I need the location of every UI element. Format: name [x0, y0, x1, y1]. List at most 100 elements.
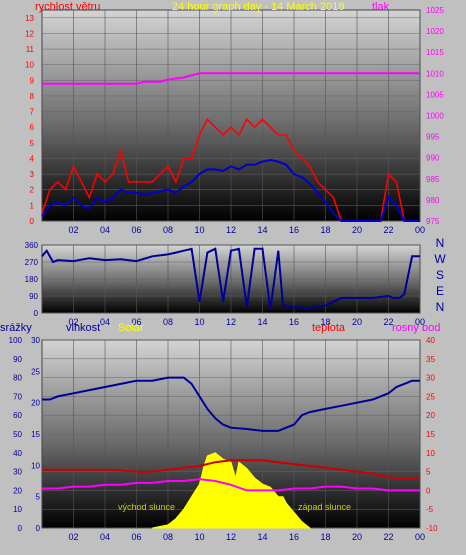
humidity-tick: 15 — [31, 430, 40, 439]
sunrise-annotation: východ slunce — [118, 502, 175, 512]
x-tick-label: 22 — [383, 532, 393, 542]
x-tick-label: 08 — [163, 225, 173, 235]
direction-tick: 90 — [29, 292, 38, 301]
x-tick-label: 04 — [100, 317, 110, 327]
x-tick-label: 22 — [383, 317, 393, 327]
x-tick-label: 06 — [131, 225, 141, 235]
compass-letter: W — [434, 252, 446, 266]
pressure-tick: 1005 — [426, 90, 444, 99]
sunset-annotation: západ slunce — [298, 502, 351, 512]
pressure-tick: 1000 — [426, 112, 444, 121]
humidity-tick: 30 — [31, 336, 40, 345]
rain-tick: 20 — [13, 486, 22, 495]
x-tick-label: 12 — [226, 317, 236, 327]
x-tick-label: 18 — [320, 317, 330, 327]
humidity-tick: 0 — [36, 524, 41, 533]
pressure-tick: 1020 — [426, 27, 444, 36]
temperature-tick: 35 — [426, 355, 435, 364]
pressure-tick: 980 — [426, 196, 440, 205]
humidity-tick: 5 — [36, 493, 41, 502]
dewpoint-axis-label: rosný bod — [392, 322, 440, 334]
temperature-tick: 20 — [426, 411, 435, 420]
direction-grid — [42, 244, 421, 314]
temperature-tick: 15 — [426, 430, 435, 439]
rain-tick: 100 — [9, 336, 23, 345]
x-tick-label: 00 — [415, 532, 425, 542]
wind-speed-tick: 12 — [25, 29, 34, 38]
x-tick-label: 22 — [383, 225, 393, 235]
rain-tick: 70 — [13, 392, 22, 401]
wind-speed-tick: 10 — [25, 61, 34, 70]
x-tick-label: 00 — [415, 225, 425, 235]
x-tick-label: 10 — [194, 317, 204, 327]
wind-speed-tick: 0 — [30, 217, 35, 226]
pressure-tick: 1015 — [426, 48, 444, 57]
rain-tick: 30 — [13, 468, 22, 477]
pressure-line — [42, 72, 420, 85]
temperature-tick: 5 — [426, 468, 431, 477]
compass-letter: N — [436, 300, 445, 314]
humidity-tick: 10 — [31, 461, 40, 470]
x-tick-label: 20 — [352, 532, 362, 542]
direction-tick: 180 — [25, 275, 39, 284]
rain-tick: 60 — [13, 411, 22, 420]
wind-speed-tick: 5 — [30, 139, 35, 148]
temperature-line — [42, 459, 421, 481]
wind-average-line — [41, 158, 420, 222]
pressure-tick: 990 — [426, 154, 440, 163]
x-tick-label: 18 — [320, 532, 330, 542]
direction-tick: 270 — [25, 258, 39, 267]
x-tick-label: 06 — [131, 317, 141, 327]
wind-speed-tick: 9 — [30, 76, 35, 85]
compass-letter: S — [436, 268, 444, 282]
rain-tick: 0 — [18, 524, 23, 533]
x-tick-label: 10 — [194, 532, 204, 542]
humidity-line — [42, 376, 420, 432]
compass-letter: N — [436, 236, 445, 250]
humidity-axis-label: vlhkost — [66, 322, 100, 334]
x-tick-label: 02 — [68, 225, 78, 235]
temperature-tick: -5 — [426, 505, 434, 514]
x-tick-label: 20 — [352, 317, 362, 327]
wind-speed-axis-label: rychlost větru — [35, 1, 100, 13]
direction-tick-labels: 0 90 180 270 360 — [25, 241, 39, 318]
dewpoint-line — [42, 478, 420, 492]
x-tick-label: 00 — [415, 317, 425, 327]
x-tick-label: 18 — [320, 225, 330, 235]
humidity-tick: 20 — [31, 399, 40, 408]
x-tick-label: 06 — [131, 532, 141, 542]
wind-direction-line — [41, 247, 420, 310]
x-tick-label: 12 — [226, 532, 236, 542]
rain-tick: 80 — [13, 374, 22, 383]
humidity-tick-labels: 0 5 10 15 20 25 30 — [31, 336, 40, 533]
pressure-tick: 985 — [426, 175, 440, 184]
pressure-tick-labels: 975 980 985 990 995 1000 1005 1010 1015 1020 1025 — [426, 6, 444, 226]
direction-time-tick-labels: 02 04 06 08 10 12 14 16 18 20 22 00 — [68, 317, 425, 327]
pressure-axis-label: tlak — [372, 1, 390, 13]
temperature-axis-label: teplota — [312, 322, 346, 334]
wind-speed-tick: 3 — [30, 170, 35, 179]
pressure-tick: 975 — [426, 217, 440, 226]
x-tick-label: 04 — [100, 225, 110, 235]
temperature-tick: -10 — [426, 524, 438, 533]
x-tick-label: 14 — [257, 225, 267, 235]
x-tick-label: 02 — [68, 532, 78, 542]
rain-axis-label: srážky — [0, 322, 32, 334]
compass-letter: E — [436, 284, 444, 298]
temperature-tick-labels: -10 -5 0 5 10 15 20 25 30 35 40 — [426, 336, 438, 533]
wind-speed-tick: 2 — [30, 186, 35, 195]
x-tick-label: 08 — [163, 532, 173, 542]
solar-axis-label: Solar — [118, 322, 144, 334]
rain-tick: 90 — [13, 355, 22, 364]
direction-tick: 360 — [25, 241, 39, 250]
pressure-tick: 1010 — [426, 69, 444, 78]
x-tick-label: 14 — [257, 317, 267, 327]
direction-tick: 0 — [34, 309, 39, 318]
x-tick-label: 04 — [100, 532, 110, 542]
wind-speed-tick: 13 — [25, 14, 34, 23]
x-tick-label: 16 — [289, 225, 299, 235]
x-tick-label: 16 — [289, 532, 299, 542]
